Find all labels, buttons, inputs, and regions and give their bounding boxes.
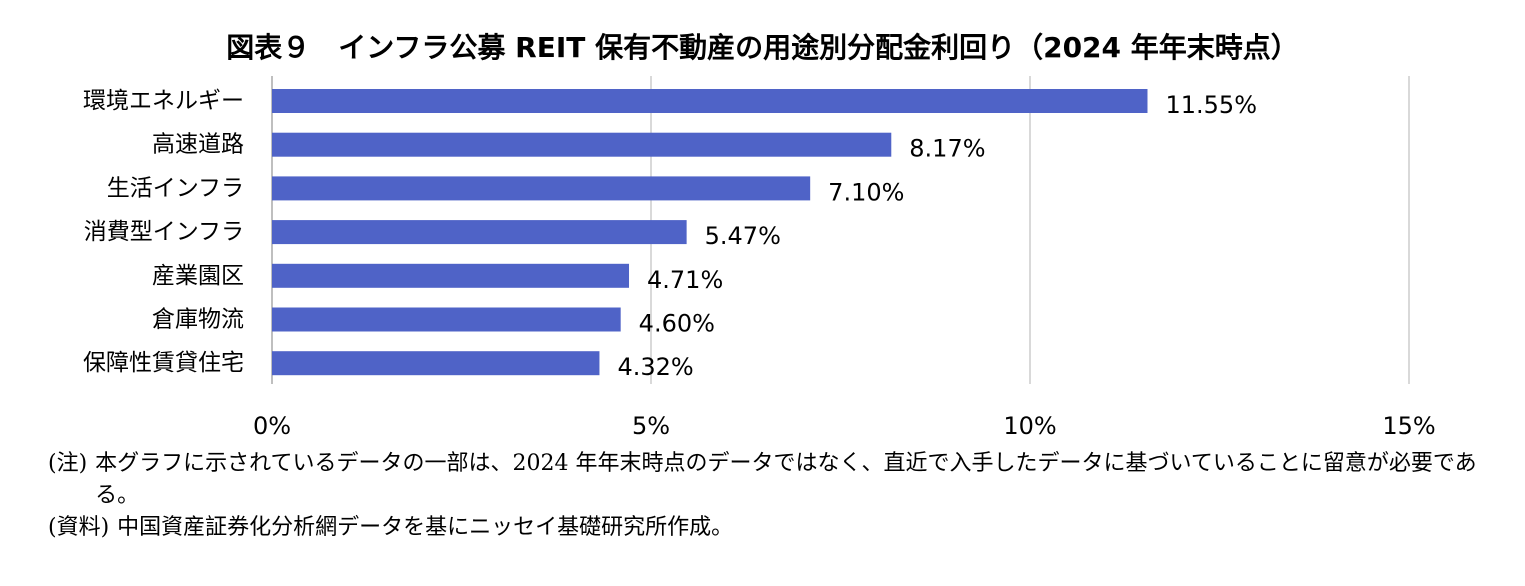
category-label: 高速道路 bbox=[152, 132, 244, 158]
data-label: 4.60% bbox=[639, 310, 715, 338]
bar bbox=[272, 351, 600, 376]
category-label: 生活インフラ bbox=[107, 175, 244, 201]
data-label: 8.17% bbox=[909, 135, 985, 163]
chart-title: 図表９ インフラ公募 REIT 保有不動産の用途別分配金利回り（2024 年年末… bbox=[226, 31, 1299, 64]
note: (注) 本グラフに示されているデータの一部は、2024 年年末時点のデータではな… bbox=[48, 448, 1485, 512]
bar-chart: 環境エネルギー 11.55% 高速道路 8.17% 生活インフラ 7.10% 消費型インフラ… bbox=[83, 76, 1436, 440]
note-text: 本グラフに示されているデータの一部は、2024 年年末時点のデータではなく、直近… bbox=[95, 451, 1477, 508]
source: (資料) 中国資産証券化分析網データを基にニッセイ基礎研究所作成。 bbox=[48, 512, 1485, 544]
category-label: 消費型インフラ bbox=[84, 219, 244, 245]
footnotes: (注) 本グラフに示されているデータの一部は、2024 年年末時点のデータではな… bbox=[48, 448, 1485, 544]
category-label: 産業園区 bbox=[152, 263, 244, 289]
category-label: 環境エネルギー bbox=[83, 88, 244, 114]
x-tick-label: 0% bbox=[253, 412, 291, 440]
data-label: 7.10% bbox=[828, 178, 904, 206]
data-label: 4.32% bbox=[617, 353, 693, 381]
note-tag: (注) bbox=[48, 451, 88, 476]
x-tick-label: 5% bbox=[632, 412, 670, 440]
x-tick-label: 10% bbox=[1003, 412, 1056, 440]
bar bbox=[272, 89, 1148, 113]
data-label: 5.47% bbox=[705, 222, 781, 250]
bar bbox=[272, 176, 811, 201]
category-label: 保障性賃貸住宅 bbox=[83, 350, 244, 376]
source-text: 中国資産証券化分析網データを基にニッセイ基礎研究所作成。 bbox=[117, 515, 734, 540]
bar bbox=[272, 263, 630, 288]
bar bbox=[272, 132, 892, 157]
data-label: 11.55% bbox=[1165, 91, 1257, 119]
x-tick-label: 15% bbox=[1382, 412, 1435, 440]
bar bbox=[272, 307, 621, 332]
bar bbox=[272, 220, 687, 245]
source-tag: (資料) bbox=[48, 515, 110, 540]
data-label: 4.71% bbox=[647, 266, 723, 294]
category-label: 倉庫物流 bbox=[152, 307, 244, 333]
